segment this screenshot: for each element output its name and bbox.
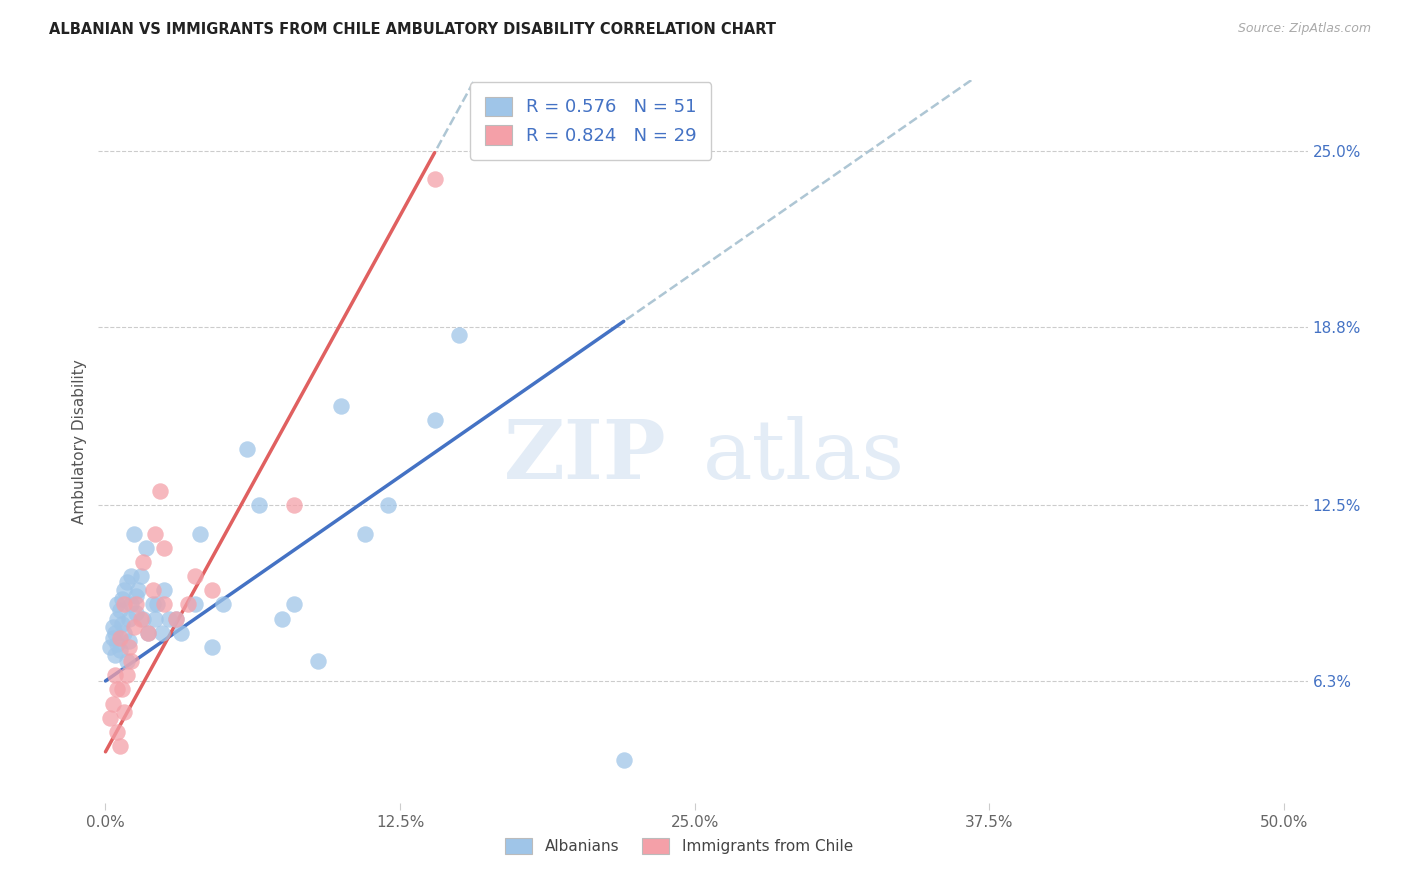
Point: [283, 498, 305, 512]
Point: [125, 598, 148, 612]
Point: [200, 640, 222, 654]
Point: [136, 625, 159, 640]
Point: [105, 682, 128, 697]
Point: [613, 753, 636, 767]
Point: [236, 442, 259, 456]
Point: [447, 328, 470, 343]
Point: [271, 612, 294, 626]
Text: atlas: atlas: [703, 416, 905, 496]
Point: [112, 583, 135, 598]
Point: [125, 589, 148, 603]
Point: [132, 612, 155, 626]
Point: [105, 598, 128, 612]
Point: [330, 399, 353, 413]
Point: [425, 413, 447, 427]
Point: [127, 583, 149, 598]
Point: [111, 682, 134, 697]
Point: [118, 634, 141, 648]
Point: [153, 583, 176, 598]
Point: [120, 569, 142, 583]
Point: [98, 640, 121, 654]
Point: [165, 612, 187, 626]
Point: [247, 498, 270, 512]
Point: [105, 725, 128, 739]
Point: [188, 526, 211, 541]
Point: [108, 632, 131, 646]
Point: [132, 555, 155, 569]
Point: [143, 526, 166, 541]
Point: [129, 569, 152, 583]
Point: [157, 612, 180, 626]
Point: [120, 654, 142, 668]
Point: [108, 642, 131, 657]
Point: [118, 612, 141, 626]
Point: [101, 620, 124, 634]
Point: [104, 625, 127, 640]
Point: [122, 526, 145, 541]
Point: [115, 574, 138, 589]
Point: [153, 541, 176, 555]
Point: [111, 591, 134, 606]
Point: [307, 654, 329, 668]
Point: [118, 640, 141, 654]
Point: [184, 598, 207, 612]
Point: [212, 598, 235, 612]
Point: [108, 739, 131, 753]
Text: Source: ZipAtlas.com: Source: ZipAtlas.com: [1237, 22, 1371, 36]
Point: [112, 598, 135, 612]
Point: [115, 668, 138, 682]
Point: [143, 612, 166, 626]
Point: [98, 711, 121, 725]
Point: [149, 484, 172, 499]
Point: [142, 598, 165, 612]
Point: [136, 625, 159, 640]
Y-axis label: Ambulatory Disability: Ambulatory Disability: [72, 359, 87, 524]
Point: [425, 172, 447, 186]
Point: [135, 541, 157, 555]
Point: [170, 625, 193, 640]
Point: [120, 598, 142, 612]
Text: ZIP: ZIP: [505, 416, 666, 496]
Point: [283, 598, 305, 612]
Point: [112, 705, 135, 719]
Point: [184, 569, 207, 583]
Point: [105, 637, 128, 651]
Point: [200, 583, 222, 598]
Point: [353, 526, 375, 541]
Point: [108, 603, 131, 617]
Point: [115, 654, 138, 668]
Point: [101, 632, 124, 646]
Point: [122, 620, 145, 634]
Legend: Albanians, Immigrants from Chile: Albanians, Immigrants from Chile: [499, 832, 859, 860]
Point: [125, 606, 148, 620]
Point: [104, 668, 127, 682]
Point: [111, 617, 134, 632]
Point: [165, 612, 187, 626]
Point: [177, 598, 200, 612]
Point: [153, 598, 176, 612]
Point: [104, 648, 127, 663]
Point: [146, 598, 169, 612]
Point: [129, 612, 152, 626]
Point: [105, 612, 128, 626]
Point: [101, 697, 124, 711]
Point: [142, 583, 165, 598]
Text: ALBANIAN VS IMMIGRANTS FROM CHILE AMBULATORY DISABILITY CORRELATION CHART: ALBANIAN VS IMMIGRANTS FROM CHILE AMBULA…: [49, 22, 776, 37]
Point: [150, 625, 173, 640]
Point: [112, 625, 135, 640]
Point: [377, 498, 399, 512]
